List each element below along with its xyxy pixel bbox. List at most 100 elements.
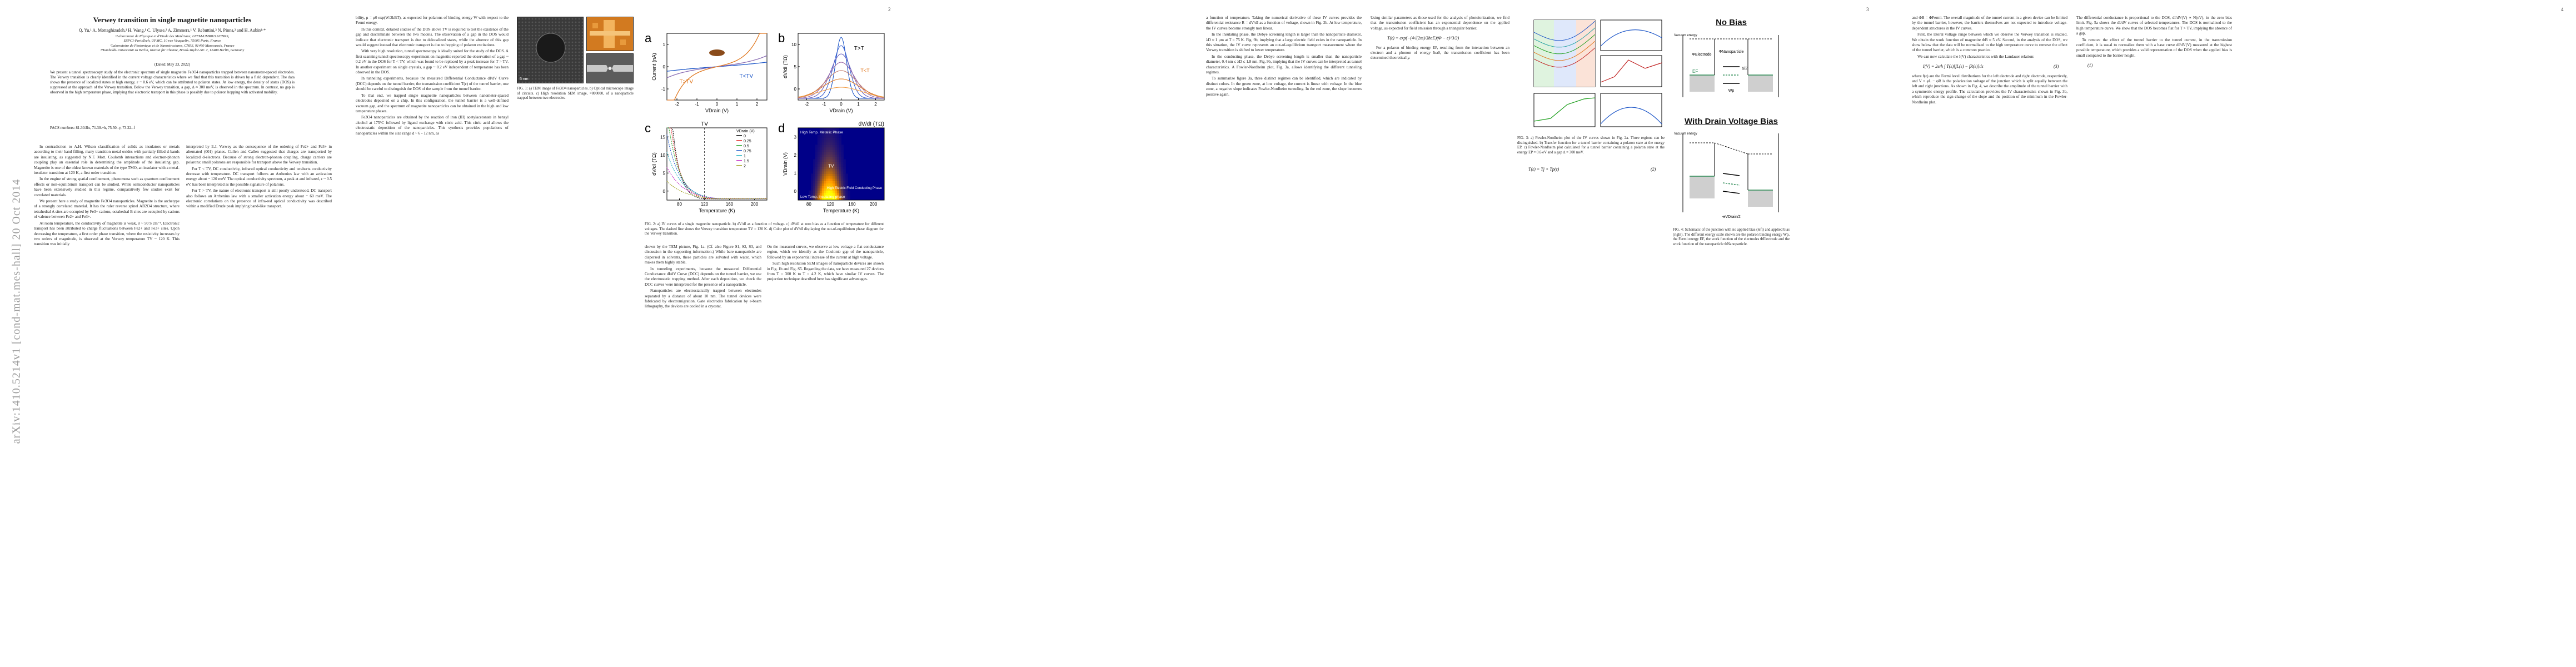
heatmap-cell [817,135,820,138]
heatmap-cell [836,142,840,145]
paragraph: For T > TV, the nature of electronic tra… [186,188,332,209]
heatmap-cell [836,132,840,136]
heatmap-cell [813,181,816,184]
heatmap-cell [819,132,823,136]
heatmap-cell [813,171,816,174]
heatmap-cell [824,178,826,181]
heatmap-cell [830,197,833,201]
x-axis-label: Temperature (K) [823,208,859,213]
heatmap-cell [828,181,831,184]
heatmap-cell [826,176,829,179]
heatmap-cell [819,186,823,188]
heatmap-cell [830,171,833,174]
x-axis-label: VDrain (V) [705,108,729,113]
heatmap-cell [826,130,829,133]
x-tick-label: 1 [857,102,860,107]
heatmap-cell [839,186,841,188]
y-tick-label: -1 [661,87,666,92]
heatmap-cell [836,197,840,201]
heatmap-cell [824,197,826,201]
paragraph: Such high resolution SEM images of nanop… [767,261,884,282]
heatmap-cell [824,188,826,191]
legend-label: 0.75 [744,150,751,153]
heatmap-cell [839,197,841,201]
heatmap-cell [836,145,840,148]
heatmap-cell [824,176,826,179]
heatmap-cell [817,195,820,198]
series-line [1533,21,1596,41]
heatmap-cell [834,197,838,201]
heatmap-cell [845,176,848,179]
x-tick-label: 120 [701,202,709,207]
heatmap-cell [815,173,818,177]
paragraph: In the insulating phase, the Debye scree… [1206,32,1362,53]
label-ef-left: EF [1692,69,1698,74]
heatmap-cell [833,135,835,138]
heatmap-cell [839,168,841,172]
page-3: 3 a function of temperature. Taking the … [1195,0,1873,667]
paragraph: With very high resolution, tunnel spectr… [356,49,509,75]
heatmap-cell [815,186,818,188]
heatmap-cell [836,183,840,186]
heatmap-cell [817,140,820,143]
heatmap-cell [834,142,838,145]
heatmap-cell [843,197,846,201]
heatmap-cell [833,178,835,181]
heatmap-cell [833,195,835,198]
heatmap-cell [830,176,833,179]
heatmap-cell [824,152,826,155]
heatmap-cell [828,164,831,167]
heatmap-cell [819,181,823,184]
heatmap-cell [813,183,816,186]
heatmap-cell [843,159,846,162]
heatmap-cell [843,181,846,184]
y-tick-label: 15 [660,135,665,140]
heatmap-cell [834,154,838,157]
heatmap-cell [839,188,841,191]
heatmap-cell [830,135,833,138]
x-tick-label: 160 [726,202,734,207]
tv-label: TV [828,164,834,169]
heatmap-cell [819,154,823,157]
heatmap-cell [819,157,823,160]
heatmap-cell [819,152,823,155]
series-line [1600,59,1662,83]
heatmap-cell [845,181,848,184]
heatmap-cell [843,168,846,172]
heatmap-cell [834,137,838,141]
y-tick-label: 0 [663,64,666,69]
heatmap-cell [819,173,823,177]
heatmap-cell [819,168,823,172]
heatmap-cell [819,159,823,162]
heatmap-cell [821,159,824,162]
heatmap-cell [841,171,844,174]
heatmap-cell [811,195,814,198]
heatmap-cell [828,188,831,191]
heatmap-cell [824,171,826,174]
heatmap-cell [839,147,841,150]
heatmap-cell [819,197,823,201]
heatmap-cell [815,168,818,172]
fig3-caption: FIG. 3: a) Fowler-Nordheim plot of the I… [1517,136,1665,155]
heatmap-cell [834,132,838,136]
x-tick-label: 1 [736,102,739,107]
heatmap-cell [824,183,826,186]
heatmap-cell [821,166,824,170]
heatmap-cell [815,183,818,186]
heatmap-cell [828,190,831,193]
heatmap-cell [824,161,826,165]
annotation-label: T>TV [680,79,694,85]
heatmap-cell [841,176,844,179]
heatmap-cell [830,168,833,172]
heatmap-cell [821,157,824,160]
heatmap-cell [821,171,824,174]
heatmap-cell [830,164,833,167]
heatmap-cell [813,166,816,170]
heatmap-cell [809,197,811,201]
heatmap-cell [821,132,824,136]
heatmap-cell [817,176,820,179]
heatmap-cell [821,173,824,177]
paragraph: where f(ε) are the Fermi level distribut… [1912,73,2067,104]
heatmap-cell [826,190,829,193]
heatmap-cell [815,154,818,157]
